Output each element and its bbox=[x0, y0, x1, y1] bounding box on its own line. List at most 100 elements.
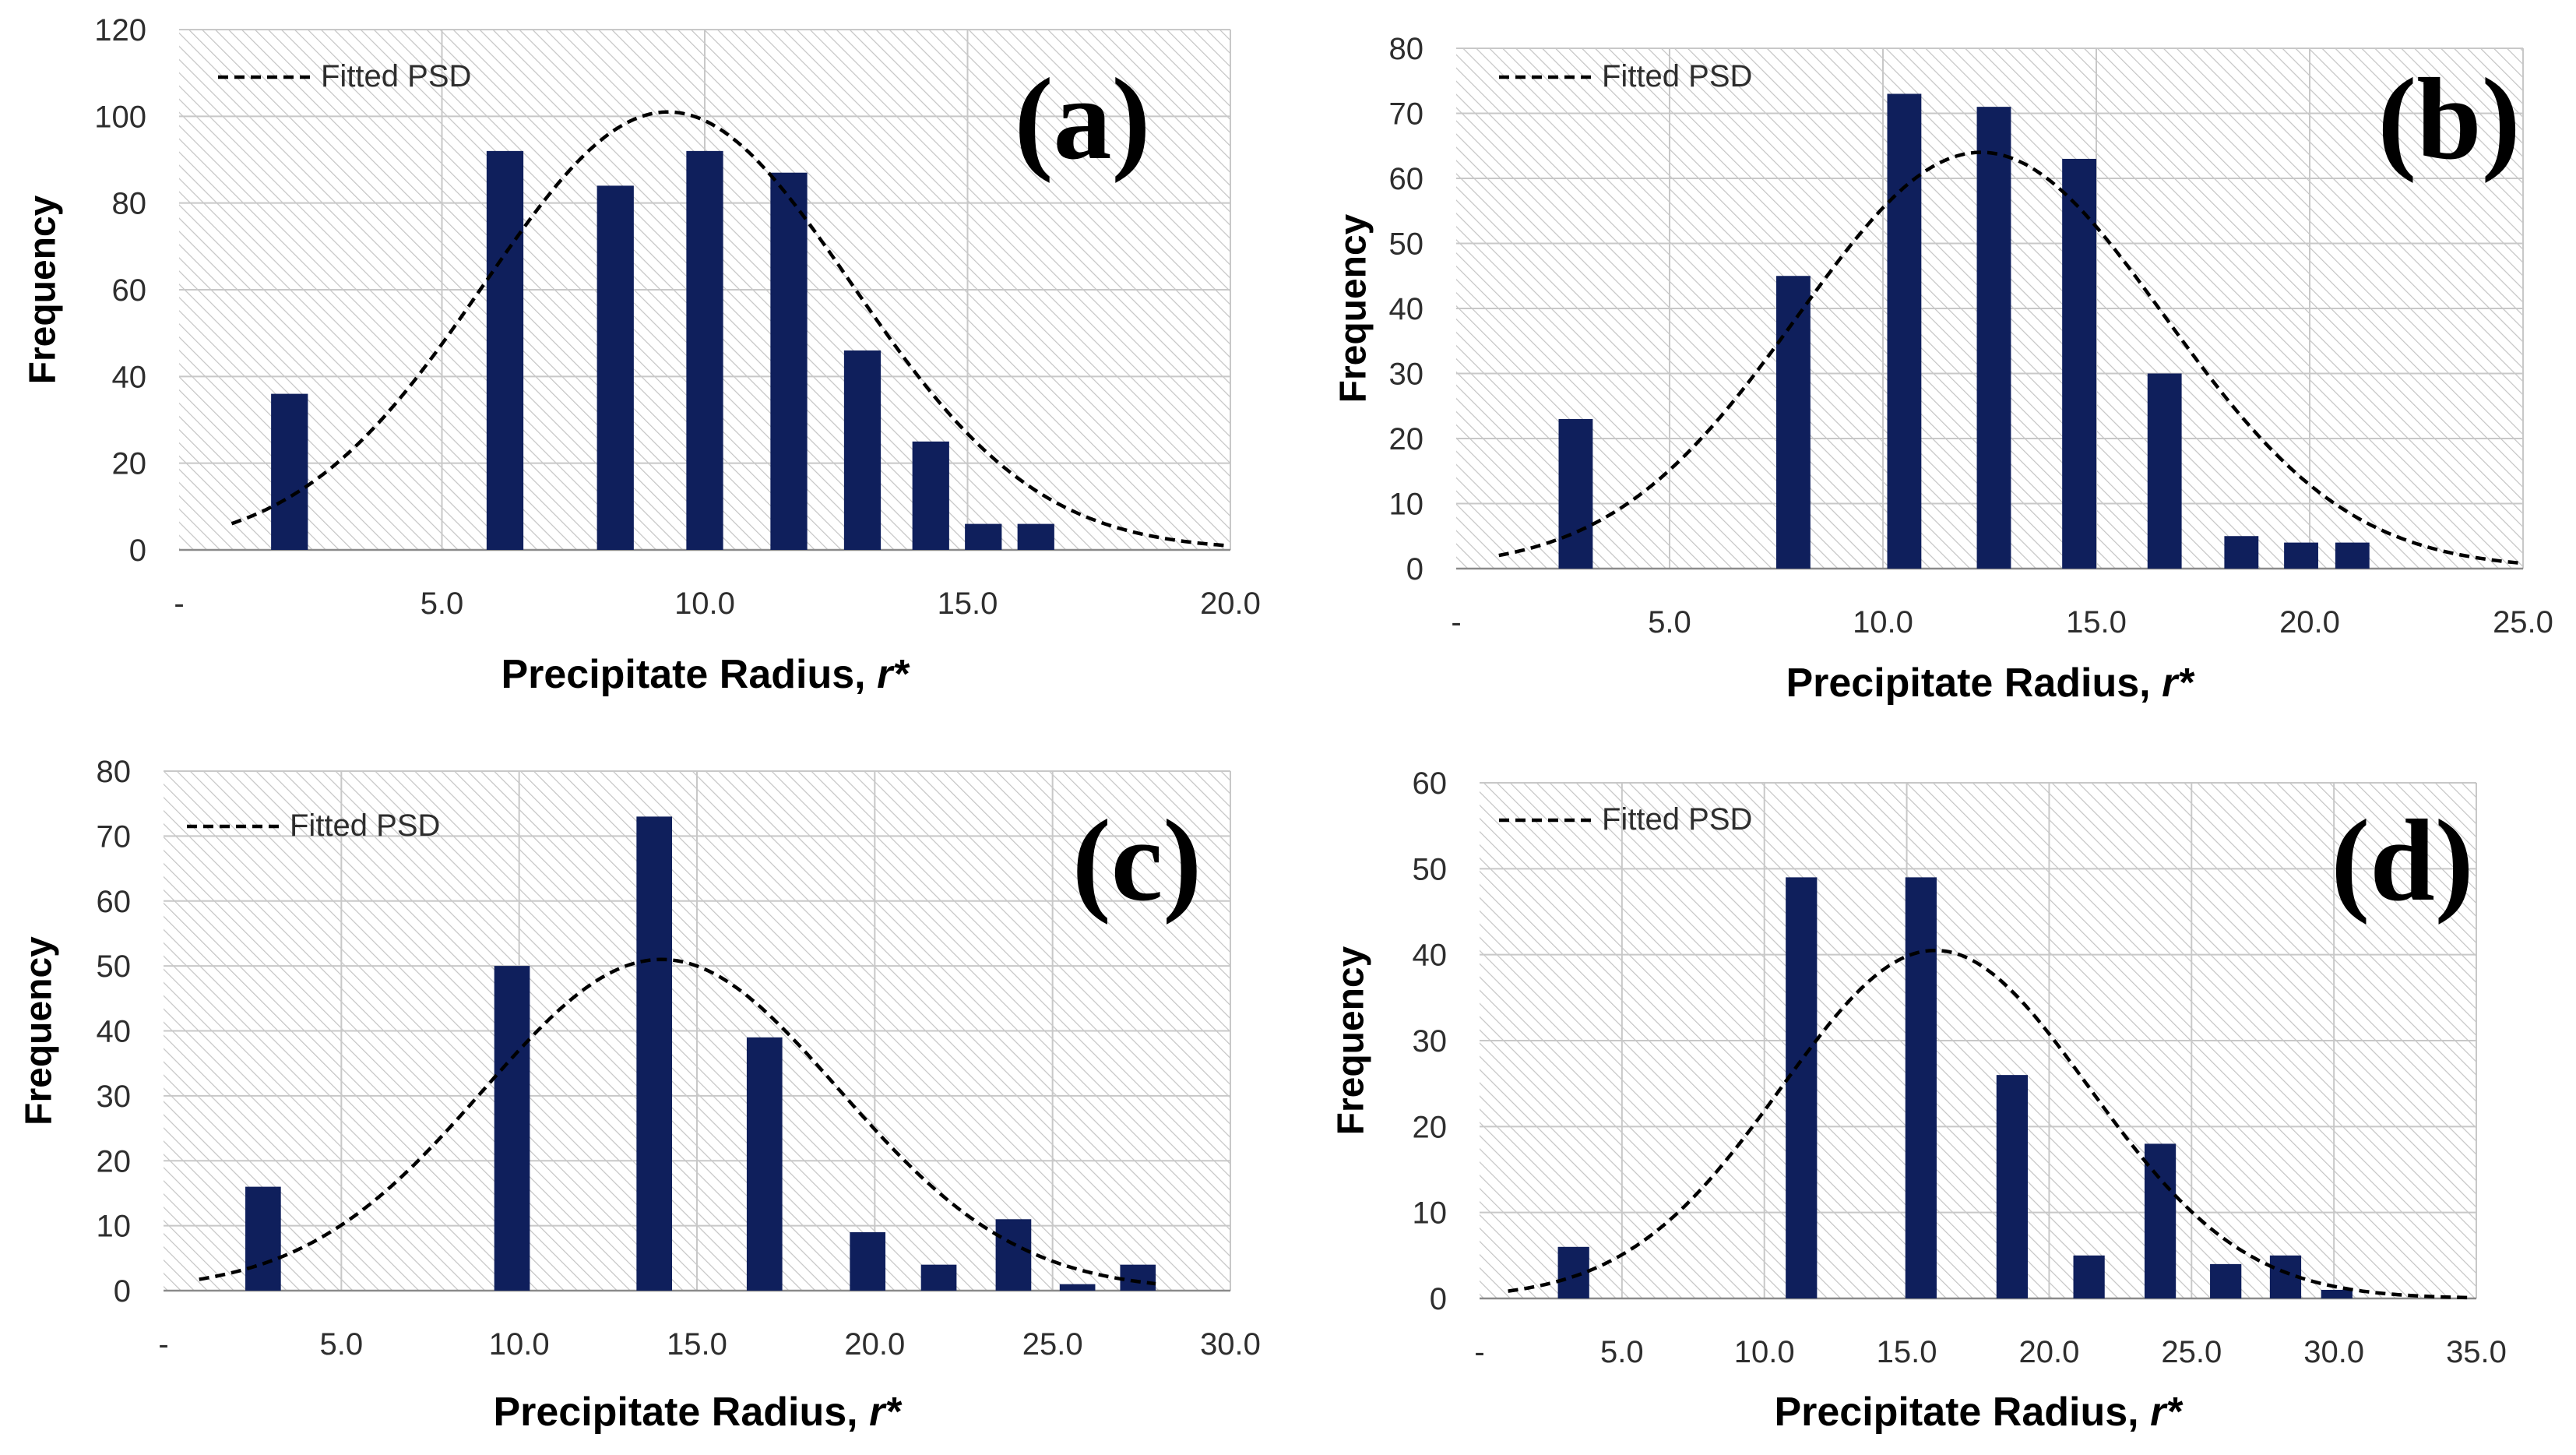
bar bbox=[271, 393, 308, 550]
y-tick-label: 50 bbox=[1389, 227, 1424, 262]
y-tick-label: 120 bbox=[94, 13, 146, 48]
x-axis-title-text: Precipitate Radius, bbox=[493, 1390, 869, 1435]
x-tick-label: 5.0 bbox=[320, 1327, 364, 1362]
x-axis-title-text: Precipitate Radius, bbox=[1786, 661, 2162, 706]
x-axis-title-text: Precipitate Radius, bbox=[501, 652, 877, 697]
x-axis-title: Precipitate Radius, r* bbox=[1774, 1390, 2184, 1435]
bar bbox=[486, 150, 524, 550]
y-axis-title: Frequency bbox=[1333, 213, 1374, 403]
y-tick-label: 50 bbox=[97, 949, 132, 984]
y-tick-label: 60 bbox=[1413, 766, 1448, 801]
bar bbox=[596, 185, 634, 550]
x-tick-label: 15.0 bbox=[667, 1327, 727, 1362]
y-tick-label: 60 bbox=[1389, 162, 1424, 196]
y-tick-label: 70 bbox=[1389, 97, 1424, 132]
y-tick-label: 50 bbox=[1413, 852, 1448, 886]
x-tick-label: 15.0 bbox=[1877, 1335, 1937, 1369]
y-tick-label: 10 bbox=[97, 1210, 132, 1244]
bar bbox=[995, 1219, 1032, 1291]
y-tick-label: 40 bbox=[1389, 292, 1424, 326]
x-axis-title: Precipitate Radius, r* bbox=[493, 1390, 903, 1435]
x-axis-title-text: Precipitate Radius, bbox=[1774, 1390, 2150, 1435]
x-tick-label: 5.0 bbox=[1600, 1335, 1644, 1369]
y-tick-label: 20 bbox=[97, 1144, 132, 1178]
x-tick-label: 5.0 bbox=[421, 587, 464, 621]
fitted-psd-curve bbox=[199, 957, 1156, 1286]
y-axis-title: Frequency bbox=[1331, 946, 1372, 1135]
y-tick-label: 30 bbox=[97, 1080, 132, 1114]
bar bbox=[1558, 418, 1593, 569]
x-axis-title-symbol: r* bbox=[2150, 1390, 2184, 1435]
x-tick-label: - bbox=[1474, 1335, 1484, 1369]
y-tick-label: 0 bbox=[129, 534, 146, 568]
y-tick-label: 40 bbox=[112, 360, 147, 394]
bar bbox=[1996, 1075, 2028, 1298]
fitted-psd-curve bbox=[1498, 150, 2519, 565]
x-axis-title-symbol: r* bbox=[869, 1390, 903, 1435]
y-tick-label: 30 bbox=[1389, 358, 1424, 392]
y-tick-label: 80 bbox=[97, 755, 132, 789]
bar bbox=[1557, 1246, 1589, 1298]
y-tick-label: 40 bbox=[1413, 939, 1448, 973]
bar bbox=[245, 1186, 281, 1291]
bar bbox=[746, 1037, 783, 1291]
x-tick-label: 10.0 bbox=[489, 1327, 550, 1362]
bar bbox=[1976, 107, 2011, 569]
bar bbox=[2147, 373, 2182, 569]
bar bbox=[494, 966, 530, 1291]
x-tick-label: 25.0 bbox=[2161, 1335, 2222, 1369]
x-tick-label: 10.0 bbox=[1853, 605, 1913, 639]
bar bbox=[2073, 1255, 2105, 1298]
x-tick-label: 10.0 bbox=[1734, 1335, 1795, 1369]
x-tick-label: - bbox=[158, 1327, 168, 1362]
bar bbox=[686, 150, 723, 550]
x-tick-label: 30.0 bbox=[1200, 1327, 1261, 1362]
legend-label: Fitted PSD bbox=[1602, 802, 1752, 837]
chart-panel-a: 0 20 40 60 80 100 120 - 5.0 10.0 15.0 20.0 Fitted PS… bbox=[23, 13, 1261, 697]
bar bbox=[2224, 536, 2259, 569]
y-tick-label: 10 bbox=[1389, 488, 1424, 522]
bar bbox=[1776, 276, 1811, 569]
chart-panel-c: 0 10 20 30 40 50 60 70 80 - 5.0 10.0 15.0 20.0 25.0 30.… bbox=[19, 755, 1261, 1435]
bar bbox=[1905, 877, 1937, 1298]
x-axis-title-symbol: r* bbox=[2162, 661, 2195, 706]
bar bbox=[636, 816, 673, 1291]
bar bbox=[2284, 542, 2318, 569]
bar bbox=[770, 172, 808, 550]
panel-label: (d) bbox=[2331, 796, 2473, 925]
y-tick-label: 20 bbox=[1389, 422, 1424, 456]
y-tick-label: 0 bbox=[1406, 552, 1423, 587]
bar bbox=[1887, 93, 1922, 569]
bar bbox=[2321, 1289, 2353, 1298]
y-axis-title: Frequency bbox=[23, 195, 64, 384]
x-tick-label: 25.0 bbox=[2493, 605, 2553, 639]
y-tick-label: 0 bbox=[114, 1274, 131, 1309]
y-tick-label: 60 bbox=[112, 273, 147, 308]
chart-panel-d: 0 10 20 30 40 50 60 - 5.0 10.0 15.0 20.0 25.0 30.0 35.… bbox=[1331, 766, 2507, 1435]
legend-label: Fitted PSD bbox=[290, 809, 440, 843]
y-tick-label: 80 bbox=[112, 187, 147, 221]
bar bbox=[1059, 1284, 1096, 1291]
bar bbox=[965, 523, 1002, 550]
bar bbox=[850, 1231, 886, 1291]
x-tick-label: 25.0 bbox=[1022, 1327, 1083, 1362]
fitted-psd-curve bbox=[231, 110, 1226, 548]
x-tick-label: - bbox=[1451, 605, 1461, 639]
x-tick-label: 15.0 bbox=[938, 587, 998, 621]
bar bbox=[1120, 1264, 1156, 1291]
x-axis-title: Precipitate Radius, r* bbox=[501, 652, 910, 697]
bar bbox=[1017, 523, 1054, 550]
panel-label: (c) bbox=[1072, 796, 1202, 925]
x-tick-label: 20.0 bbox=[2018, 1335, 2079, 1369]
bar bbox=[843, 350, 882, 550]
x-tick-label: 10.0 bbox=[674, 587, 735, 621]
x-tick-label: 20.0 bbox=[844, 1327, 905, 1362]
y-tick-label: 40 bbox=[97, 1015, 132, 1049]
y-tick-label: 20 bbox=[112, 447, 147, 481]
y-tick-label: 70 bbox=[97, 819, 132, 854]
bar bbox=[2144, 1143, 2177, 1298]
y-tick-label: 80 bbox=[1389, 32, 1424, 66]
panel-label: (b) bbox=[2377, 55, 2520, 184]
bar bbox=[1786, 877, 1818, 1298]
y-axis-title: Frequency bbox=[19, 936, 60, 1126]
